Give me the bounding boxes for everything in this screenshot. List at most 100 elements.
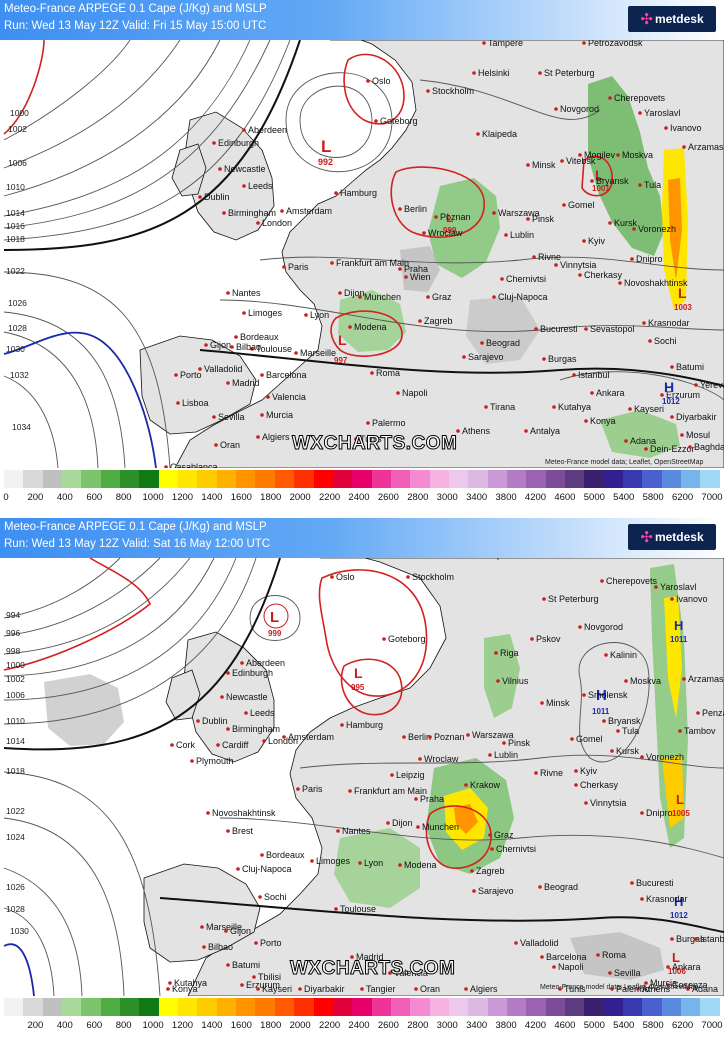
legend-swatch (274, 470, 295, 488)
city-label: Athens (642, 984, 671, 994)
isobar-label: 1022 (6, 266, 25, 276)
city-label: Kursk (614, 218, 638, 228)
city-label: Sevilla (614, 968, 641, 978)
city-marker (198, 367, 202, 371)
metdesk-logo: ✣ metdesk (628, 524, 716, 550)
city-marker (596, 953, 600, 957)
city-marker (226, 829, 230, 833)
city-label: Minsk (546, 698, 570, 708)
city-marker (472, 71, 476, 75)
city-marker (242, 311, 246, 315)
legend-tick-label: 1200 (171, 1020, 194, 1031)
city-label: Aberdeen (248, 125, 287, 135)
city-marker (558, 987, 562, 991)
city-marker (244, 711, 248, 715)
city-marker (630, 881, 634, 885)
isobar-label: 1002 (8, 124, 27, 134)
city-label: Cherepovets (614, 93, 666, 103)
legend-swatch (429, 998, 449, 1016)
city-marker (218, 167, 222, 171)
city-label: Warszawa (472, 730, 514, 740)
legend-swatch (42, 470, 63, 488)
legend-tick-label: 2200 (319, 492, 341, 503)
city-marker (406, 575, 410, 579)
city-label: Leeds (248, 181, 273, 191)
city-label: Sevilla (218, 412, 245, 422)
watermark: WXCHARTS.COM (289, 958, 456, 980)
city-marker (470, 869, 474, 873)
city-label: Lublin (510, 230, 534, 240)
city-marker (236, 867, 240, 871)
city-marker (526, 163, 530, 167)
city-marker (526, 217, 530, 221)
city-label: Newcastle (224, 164, 266, 174)
low-contours (3, 557, 492, 869)
city-marker (222, 211, 226, 215)
isobars-bold (3, 557, 724, 933)
city-marker (514, 941, 518, 945)
legend-swatch (468, 470, 488, 488)
legend-swatch (197, 470, 217, 488)
city-label: Diyarbakir (676, 412, 717, 422)
legend-tick-label: 800 (115, 1020, 132, 1031)
city-label: Dublin (204, 192, 230, 202)
city-label: Plymouth (196, 756, 234, 766)
map-credit: Meteo-France model data; Leaflet, OpenSt… (545, 459, 704, 466)
city-label: Palermo (372, 418, 406, 428)
city-label: Graz (432, 292, 452, 302)
city-label: Warszawa (498, 208, 540, 218)
city-marker (648, 339, 652, 343)
legend-swatch (661, 998, 682, 1016)
city-marker (584, 327, 588, 331)
city-label: Toulouse (256, 344, 292, 354)
legend-swatch (178, 998, 198, 1016)
city-label: Zagreb (476, 866, 505, 876)
city-label: Kursk (616, 746, 640, 756)
city-marker (252, 975, 256, 979)
legend-tick-label: 2400 (348, 1020, 370, 1031)
city-label: Algiers (262, 432, 290, 442)
city-label: Dijon (392, 818, 413, 828)
city-label: London (262, 218, 292, 228)
city-label: Toulouse (340, 904, 376, 914)
city-marker (608, 971, 612, 975)
city-marker (616, 729, 620, 733)
city-label: Rivne (540, 768, 563, 778)
city-label: Lyon (310, 310, 329, 320)
city-marker (638, 111, 642, 115)
city-label: Gomel (568, 200, 595, 210)
sparkle-icon: ✣ (640, 11, 653, 28)
legend-tick-label: 5000 (583, 492, 605, 503)
legend-tick-label: 3800 (495, 1020, 517, 1031)
city-marker (584, 419, 588, 423)
city-marker (534, 327, 538, 331)
city-label: Bilbao (208, 942, 233, 952)
city-label: Antalya (530, 426, 560, 436)
legend-tick-label: 3400 (466, 492, 488, 503)
chart-title: Meteo-France ARPEGE 0.1 Cape (J/Kg) and … (4, 3, 267, 15)
legend-tick-label: 1400 (201, 1020, 223, 1031)
city-label: Pskov (536, 634, 561, 644)
legend-tick-label: 5000 (583, 1020, 605, 1031)
pressure-value: 999 (443, 226, 457, 235)
svg-text:L: L (672, 950, 680, 965)
legend-swatch (390, 998, 411, 1016)
city-marker (404, 275, 408, 279)
isobar-label: 1032 (10, 370, 29, 380)
city-label: Aberdeen (246, 658, 285, 668)
city-label: Arzamas (688, 142, 724, 152)
city-marker (280, 209, 284, 213)
city-label: Kyiv (580, 766, 598, 776)
isobar-label: 994 (6, 610, 20, 620)
city-label: Oslo (372, 76, 391, 86)
legend-tick-label: 2800 (407, 1020, 429, 1031)
metdesk-logo: ✣ metdesk (628, 6, 716, 32)
svg-text:H: H (674, 894, 683, 909)
city-marker (266, 395, 270, 399)
city-label: Riga (500, 648, 519, 658)
city-marker (224, 929, 228, 933)
legend-tick-label: 5400 (613, 492, 635, 503)
city-marker (296, 787, 300, 791)
city-label: Bucuresti (636, 878, 674, 888)
city-marker (426, 295, 430, 299)
